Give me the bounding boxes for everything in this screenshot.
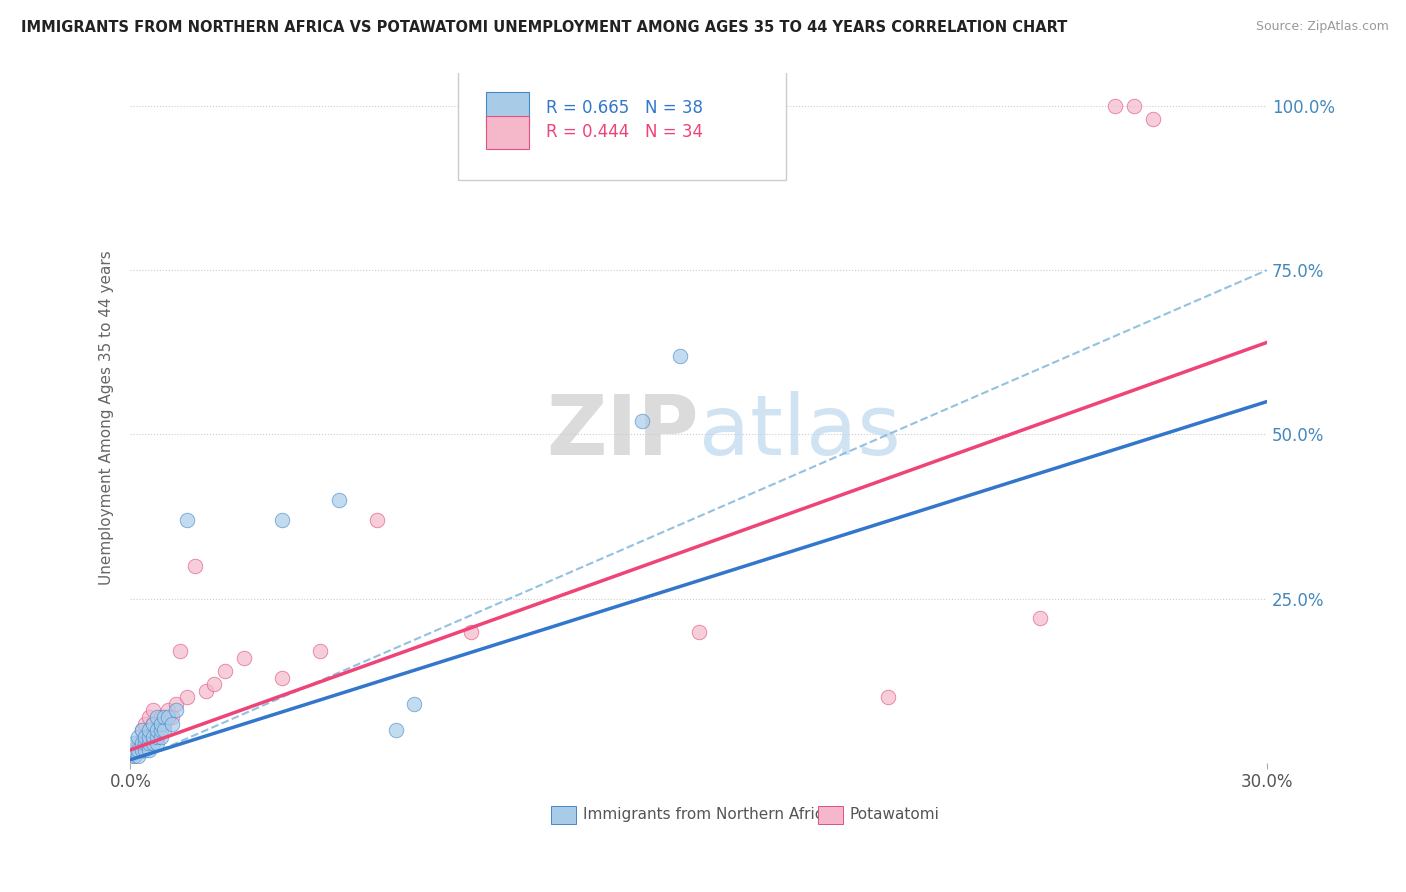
Point [460,624,482,639]
Point [149,730,172,744]
Point [131,736,153,750]
Point [153,716,176,731]
Point [384,723,406,738]
Point [270,513,292,527]
Point [366,513,388,527]
Point [142,703,165,717]
Point [142,730,165,744]
Point [176,690,198,705]
Point [146,723,169,738]
Point [138,736,160,750]
Point [134,743,156,757]
Point [127,749,149,764]
Point [308,644,330,658]
FancyBboxPatch shape [458,44,786,180]
Point [165,697,187,711]
Point [270,671,292,685]
Point [127,730,149,744]
Point [131,736,153,750]
Point [134,716,156,731]
Bar [818,805,844,824]
Point [404,697,426,711]
Point [176,513,198,527]
Point [146,730,169,744]
Point [1123,99,1146,113]
Point [146,736,169,750]
Point [138,723,160,738]
Point [138,723,160,738]
Bar [486,116,529,149]
Point [146,730,169,744]
Point [877,690,900,705]
Point [122,749,145,764]
Point [122,743,145,757]
Point [149,723,172,738]
Text: Source: ZipAtlas.com: Source: ZipAtlas.com [1256,20,1389,33]
Text: IMMIGRANTS FROM NORTHERN AFRICA VS POTAWATOMI UNEMPLOYMENT AMONG AGES 35 TO 44 Y: IMMIGRANTS FROM NORTHERN AFRICA VS POTAW… [21,20,1067,35]
Point [131,723,153,738]
Text: R = 0.665   N = 38: R = 0.665 N = 38 [547,99,703,117]
Point [122,736,145,750]
Point [233,651,256,665]
Point [122,749,145,764]
Point [142,716,165,731]
Text: Potawatomi: Potawatomi [849,807,939,822]
Point [142,736,165,750]
Point [149,716,172,731]
Point [127,743,149,757]
Text: ZIP: ZIP [546,392,699,472]
Point [142,716,165,731]
Point [328,493,350,508]
Point [127,736,149,750]
Point [184,558,207,573]
Y-axis label: Unemployment Among Ages 35 to 44 years: Unemployment Among Ages 35 to 44 years [100,251,114,585]
Point [127,743,149,757]
Text: atlas: atlas [699,392,900,472]
Bar [486,92,529,125]
Point [165,703,187,717]
Point [134,730,156,744]
Point [202,677,225,691]
Point [160,710,183,724]
Point [157,710,180,724]
Point [160,716,183,731]
Point [134,736,156,750]
Point [1104,99,1126,113]
Point [138,710,160,724]
Point [688,624,710,639]
Point [138,730,160,744]
Point [169,644,191,658]
Text: R = 0.444   N = 34: R = 0.444 N = 34 [547,123,703,141]
Point [630,414,652,428]
Point [138,743,160,757]
Point [131,723,153,738]
Point [157,703,180,717]
Point [1142,112,1164,126]
Bar [551,805,576,824]
Point [195,683,218,698]
Point [149,710,172,724]
Point [214,664,236,678]
Point [1028,611,1050,625]
Point [131,743,153,757]
Point [153,710,176,724]
Point [134,730,156,744]
Point [146,710,169,724]
Point [668,349,690,363]
Point [153,723,176,738]
Text: Immigrants from Northern Africa: Immigrants from Northern Africa [582,807,832,822]
